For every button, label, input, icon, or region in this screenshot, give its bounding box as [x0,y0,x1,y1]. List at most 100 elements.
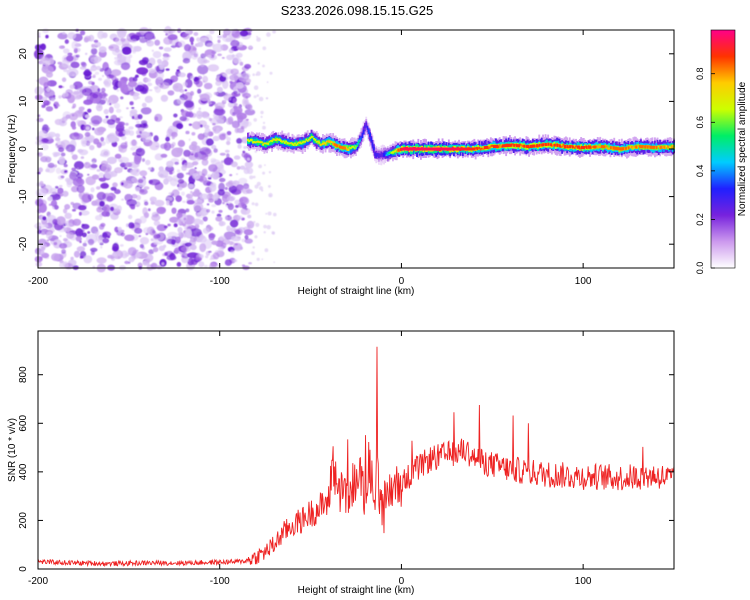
ridge-core-cell [559,144,561,148]
noise-speckle [122,131,129,135]
noise-speckle [258,186,264,191]
noise-speckle [59,243,68,249]
noise-speckle [58,95,62,99]
ridge-core-cell [467,147,470,151]
ridge-cell [596,145,599,148]
noise-speckle [102,97,108,102]
noise-speckle [213,148,218,153]
noise-speckle [242,97,249,107]
noise-speckle [266,81,269,84]
ridge-core-cell [433,147,435,151]
ridge-cell [269,140,272,146]
noise-speckle [139,215,147,224]
noise-speckle [225,181,234,188]
noise-speckle [163,47,172,52]
ridge-core-cell [416,147,419,151]
ridge-cell [268,140,271,143]
noise-speckle [249,175,254,180]
noise-speckle [179,116,187,122]
ridge-core-cell [469,147,472,151]
ridge-cell [328,140,331,143]
noise-speckle [35,261,43,267]
ridge-core-cell [402,147,405,151]
noise-speckle [78,205,87,211]
ridge-cell [380,152,383,157]
ridge-cell [575,145,577,148]
noise-speckle [152,51,162,59]
noise-speckle [69,84,75,90]
ridge-cell [283,141,286,144]
noise-speckle [94,71,100,76]
noise-speckle [203,59,210,64]
noise-speckle [55,186,59,189]
noise-speckle [243,126,247,129]
noise-speckle [125,122,129,126]
ridge-core-cell [340,145,343,149]
noise-speckle [167,231,179,239]
noise-speckle [144,201,149,206]
noise-speckle [258,164,262,169]
noise-speckle [101,74,105,78]
ridge-cell [259,141,262,144]
ridge-cell [294,142,296,147]
noise-speckle [110,206,115,212]
noise-speckle [90,247,98,252]
noise-speckle [85,126,90,130]
noise-speckle [104,170,114,179]
ridge-cell [258,141,261,143]
noise-speckle [94,231,99,238]
noise-speckle [156,71,165,80]
noise-speckle [244,238,253,244]
noise-speckle [180,246,191,253]
noise-speckle [243,121,248,125]
ridge-core-cell [397,148,400,152]
ridge-core-cell [547,142,550,146]
noise-speckle [221,160,224,164]
ridge-cell [290,142,293,147]
ridge-core-cell [517,144,519,148]
noise-speckle [152,246,159,253]
noise-speckle [71,154,78,161]
ridge-cell [388,152,391,154]
ridge-cell [277,138,280,141]
ridge-cell [346,148,349,151]
noise-speckle [72,208,76,212]
ridge-cell [255,138,258,144]
ridge-core-cell [527,145,530,148]
ridge-core-cell [412,147,415,151]
ridge-cell [375,153,378,158]
noise-speckle [248,262,252,265]
noise-speckle [154,199,165,207]
noise-speckle [269,71,273,75]
x-tick-label: -200 [28,276,48,287]
noise-speckle [206,203,210,206]
ridge-cell [488,146,491,149]
ridge-cell [262,143,265,146]
ridge-core-cell [545,143,547,146]
noise-speckle [154,65,161,72]
noise-speckle [63,48,70,54]
ridge-cell [325,140,328,143]
ridge-core-cell [589,145,592,149]
noise-speckle [227,116,234,125]
noise-speckle [273,261,276,264]
ridge-core-cell [458,147,461,151]
ridge-core-cell [438,147,440,151]
spectrogram-y-axis-label: Frequency (Hz) [7,115,18,184]
ridge-cell [292,143,295,146]
noise-speckle [223,99,227,103]
ridge-core-cell [639,145,641,149]
ridge-core-cell [627,146,630,150]
ridge-cell [347,145,350,151]
ridge-core-cell [426,147,429,151]
ridge-cell [491,144,494,147]
noise-speckle [174,236,181,244]
noise-speckle [128,214,133,220]
noise-speckle [213,108,226,116]
ridge-core-cell [580,145,583,149]
ridge-cell [276,139,279,143]
ridge-core-cell [513,143,516,147]
noise-speckle [94,41,102,48]
colorbar-ticks: 0.0 0.2 0.4 0.6 0.8 [695,67,715,274]
noise-speckle [139,123,147,128]
